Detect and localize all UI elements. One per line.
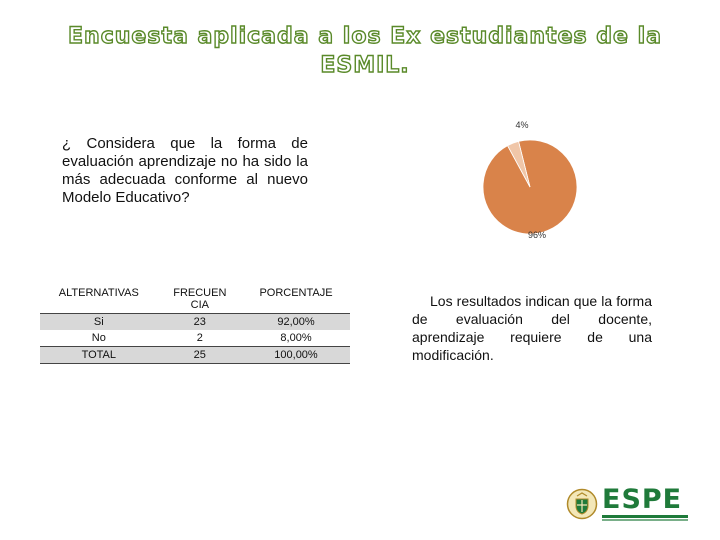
- title-line-1: Encuesta aplicada a los Ex estudiantes d…: [67, 23, 662, 49]
- table-total-row: TOTAL 25 100,00%: [40, 346, 350, 364]
- conclusion-text: Los resultados indican que la forma de e…: [412, 293, 652, 363]
- slide-title: Encuesta aplicada a los Ex estudiantes d…: [40, 22, 690, 80]
- cell-frequency: 2: [196, 332, 203, 344]
- header-percentage: PORCENTAJE: [242, 287, 350, 314]
- cell-total-frequency: 25: [157, 346, 243, 364]
- header-frequency-line-1: FRECUEN: [173, 287, 227, 299]
- cell-percentage: 92,00%: [242, 313, 350, 330]
- pie-label-0: 96%: [528, 230, 546, 240]
- survey-question: ¿ Considera que la forma de evaluación a…: [62, 135, 308, 206]
- cell-alternative: No: [91, 332, 106, 344]
- header-alternatives: ALTERNATIVAS: [40, 287, 158, 314]
- table-header-row: ALTERNATIVAS FRECUEN CIA PORCENTAJE: [40, 287, 350, 314]
- brand-underline-secondary: [602, 519, 688, 521]
- cell-total-label: TOTAL: [40, 346, 158, 364]
- brand-underline: [602, 515, 688, 518]
- espe-logo: ESPE: [566, 486, 688, 522]
- pie-chart: 96% 4%: [482, 120, 578, 240]
- table-row: No 2 8,00%: [40, 330, 350, 347]
- cell-alternative: Si: [40, 313, 158, 330]
- title-line-2: ESMIL.: [320, 52, 410, 78]
- pie-label-1: 4%: [515, 120, 528, 130]
- cell-frequency: 23: [157, 313, 243, 330]
- cell-total-percentage: 100,00%: [242, 346, 350, 364]
- header-frequency: FRECUEN CIA: [157, 287, 243, 314]
- table-row: Si 23 92,00%: [40, 313, 350, 330]
- header-frequency-line-2: CIA: [190, 299, 209, 311]
- results-table: ALTERNATIVAS FRECUEN CIA PORCENTAJE Si 2…: [40, 287, 350, 364]
- brand-wordmark: ESPE: [602, 484, 683, 515]
- cell-percentage: 8,00%: [280, 332, 312, 344]
- pie-slice-1: [507, 140, 531, 188]
- university-seal-icon: [566, 488, 598, 520]
